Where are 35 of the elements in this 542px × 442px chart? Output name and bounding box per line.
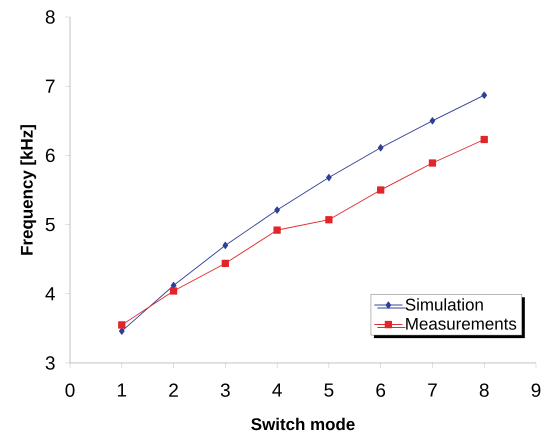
point [428, 159, 436, 167]
x-tick-label: 4 [272, 384, 282, 397]
legend-label: Simulation [406, 298, 483, 311]
point [274, 206, 280, 214]
x-tick-label: 1 [118, 384, 126, 397]
point [430, 117, 436, 124]
x-tick-label: 6 [376, 384, 386, 397]
point [222, 242, 228, 249]
y-tick-label: 5 [46, 218, 55, 232]
y-tick-label: 8 [46, 10, 55, 24]
x-tick-label: 3 [220, 384, 230, 397]
point [377, 186, 384, 194]
point [326, 174, 332, 182]
y-axis-title: Frequency [kHz] [20, 125, 36, 255]
x-tick-label: 5 [324, 384, 334, 397]
x-tick-label: 7 [428, 384, 437, 397]
point [480, 136, 488, 144]
legend-label: Measurements [406, 318, 516, 330]
point [273, 226, 281, 234]
y-tick-label: 4 [45, 287, 55, 300]
point [481, 92, 488, 99]
x-tick-label: 8 [480, 384, 489, 397]
point [118, 328, 125, 335]
x-tick-label: 2 [169, 384, 178, 397]
point [325, 216, 333, 224]
x-tick-label: 9 [532, 384, 540, 397]
x-axis-title: Switch mode [251, 418, 355, 430]
y-tick-label: 7 [46, 80, 55, 93]
x-tick-label: 0 [65, 384, 75, 397]
y-tick-label: 3 [46, 356, 55, 370]
y-tick-label: 6 [46, 148, 55, 162]
point [170, 287, 178, 295]
point [222, 260, 229, 267]
point [118, 321, 126, 329]
point [378, 144, 384, 152]
